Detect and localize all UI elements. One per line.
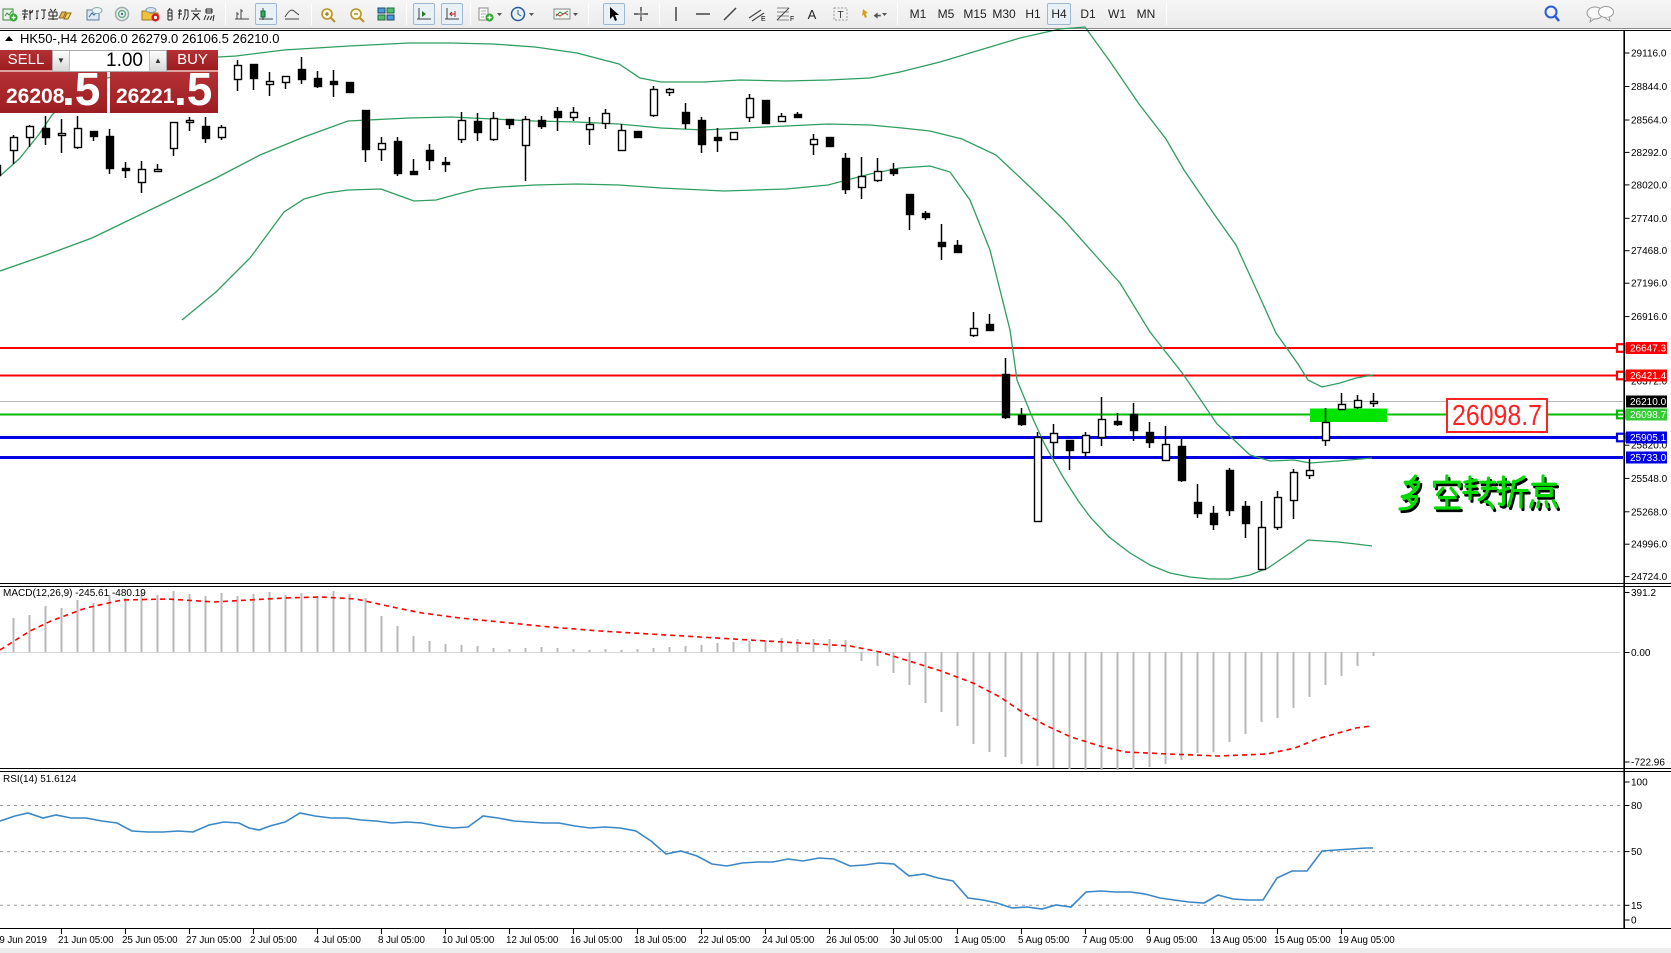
svg-text:80: 80 xyxy=(1631,801,1643,812)
svg-text:HK50-,H4 26206.0 26279.0 2610: HK50-,H4 26206.0 26279.0 26106.5 26210.0 xyxy=(20,31,280,46)
svg-text:5 Aug 05:00: 5 Aug 05:00 xyxy=(1018,935,1070,946)
svg-text:9 Aug 05:00: 9 Aug 05:00 xyxy=(1146,935,1198,946)
svg-text:18 Jul 05:00: 18 Jul 05:00 xyxy=(634,935,687,946)
svg-text:F: F xyxy=(790,16,794,22)
svg-text:25905.1: 25905.1 xyxy=(1630,433,1667,444)
svg-text:RSI(14) 51.6124: RSI(14) 51.6124 xyxy=(3,774,77,785)
svg-text:-722.96: -722.96 xyxy=(1631,758,1665,769)
svg-text:24 Jul 05:00: 24 Jul 05:00 xyxy=(762,935,815,946)
svg-text:0: 0 xyxy=(1631,916,1637,927)
svg-text:26647.3: 26647.3 xyxy=(1630,344,1667,355)
svg-text:MACD(12,26,9) -245.61 -480.19: MACD(12,26,9) -245.61 -480.19 xyxy=(3,588,146,599)
svg-text:26098.7: 26098.7 xyxy=(1630,410,1667,421)
svg-text:25 Jun 05:00: 25 Jun 05:00 xyxy=(122,935,178,946)
svg-text:27468.0: 27468.0 xyxy=(1631,246,1668,257)
svg-text:19 Jun 2019: 19 Jun 2019 xyxy=(0,935,47,946)
svg-text:25733.0: 25733.0 xyxy=(1630,453,1667,464)
svg-text:13 Aug 05:00: 13 Aug 05:00 xyxy=(1210,935,1267,946)
svg-text:25548.0: 25548.0 xyxy=(1631,474,1668,485)
svg-text:30 Jul 05:00: 30 Jul 05:00 xyxy=(890,935,943,946)
svg-text:391.2: 391.2 xyxy=(1631,588,1656,599)
svg-text:28844.0: 28844.0 xyxy=(1631,82,1668,93)
svg-text:25820.0: 25820.0 xyxy=(1631,441,1668,452)
svg-text:26421.4: 26421.4 xyxy=(1630,371,1667,382)
svg-text:27740.0: 27740.0 xyxy=(1631,214,1668,225)
svg-text:19 Aug 05:00: 19 Aug 05:00 xyxy=(1338,935,1395,946)
svg-text:10 Jul 05:00: 10 Jul 05:00 xyxy=(442,935,495,946)
svg-text:50: 50 xyxy=(1631,847,1643,858)
svg-text:26098.7: 26098.7 xyxy=(1452,400,1542,432)
svg-text:1 Aug 05:00: 1 Aug 05:00 xyxy=(954,935,1006,946)
svg-text:26916.0: 26916.0 xyxy=(1631,312,1668,323)
svg-text:16 Jul 05:00: 16 Jul 05:00 xyxy=(570,935,623,946)
svg-text:26 Jul 05:00: 26 Jul 05:00 xyxy=(826,935,879,946)
svg-text:24996.0: 24996.0 xyxy=(1631,540,1668,551)
svg-text:24724.0: 24724.0 xyxy=(1631,572,1668,583)
svg-text:29116.0: 29116.0 xyxy=(1631,49,1667,60)
svg-text:27196.0: 27196.0 xyxy=(1631,279,1668,290)
svg-text:100: 100 xyxy=(1631,778,1648,789)
svg-text:26210.0: 26210.0 xyxy=(1630,397,1667,408)
svg-text:4 Jul 05:00: 4 Jul 05:00 xyxy=(314,935,361,946)
svg-text:E: E xyxy=(761,16,766,22)
svg-text:8 Jul 05:00: 8 Jul 05:00 xyxy=(378,935,425,946)
svg-text:27 Jun 05:00: 27 Jun 05:00 xyxy=(186,935,242,946)
svg-text:26372.0: 26372.0 xyxy=(1631,377,1668,388)
svg-text:25268.0: 25268.0 xyxy=(1631,507,1668,518)
svg-text:12 Jul 05:00: 12 Jul 05:00 xyxy=(506,935,559,946)
svg-text:15 Aug 05:00: 15 Aug 05:00 xyxy=(1274,935,1331,946)
svg-text:0.00: 0.00 xyxy=(1631,648,1651,659)
svg-text:7 Aug 05:00: 7 Aug 05:00 xyxy=(1082,935,1134,946)
svg-text:22 Jul 05:00: 22 Jul 05:00 xyxy=(698,935,751,946)
svg-text:28292.0: 28292.0 xyxy=(1631,148,1668,159)
svg-text:15: 15 xyxy=(1631,901,1643,912)
svg-text:21 Jun 05:00: 21 Jun 05:00 xyxy=(58,935,114,946)
svg-text:T: T xyxy=(838,10,844,21)
svg-text:28564.0: 28564.0 xyxy=(1631,116,1668,127)
svg-text:28020.0: 28020.0 xyxy=(1631,180,1668,191)
svg-text:2 Jul 05:00: 2 Jul 05:00 xyxy=(250,935,297,946)
